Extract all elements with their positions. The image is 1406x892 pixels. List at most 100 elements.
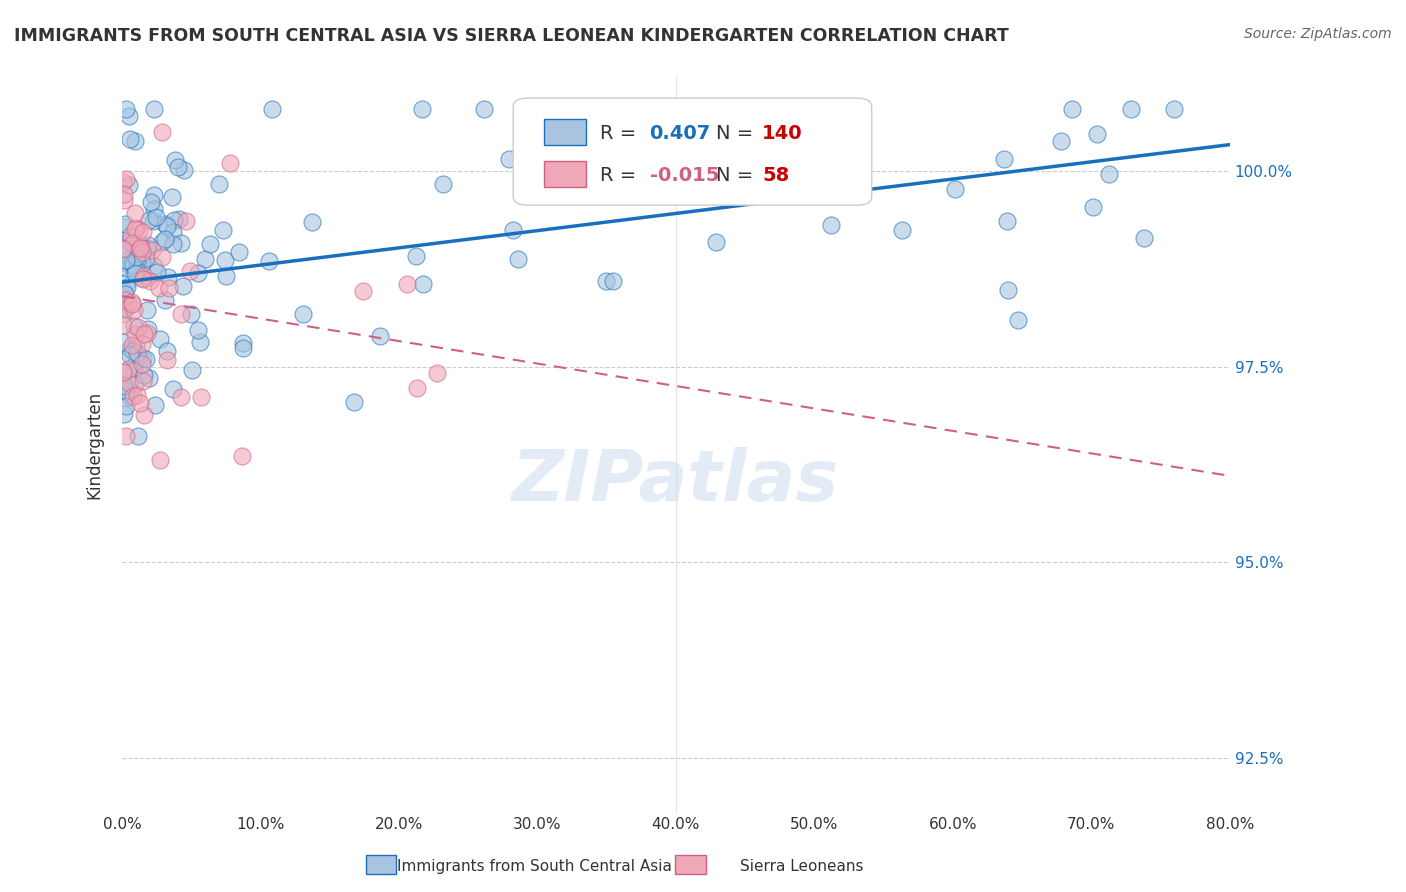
Point — [187, 266, 209, 280]
Point — [997, 283, 1019, 297]
Point — [127, 345, 149, 359]
Point — [121, 235, 143, 250]
Point — [112, 334, 135, 349]
Point — [111, 241, 134, 255]
Point — [162, 237, 184, 252]
Point — [118, 342, 141, 356]
Point — [148, 452, 170, 467]
Point — [153, 293, 176, 307]
Point — [122, 319, 145, 334]
Point — [142, 102, 165, 116]
Point — [118, 109, 141, 123]
Text: -0.015: -0.015 — [650, 166, 718, 186]
Point — [127, 429, 149, 443]
Point — [170, 390, 193, 404]
Text: 0.407: 0.407 — [650, 124, 711, 144]
Point — [1007, 313, 1029, 327]
Point — [156, 344, 179, 359]
Point — [142, 213, 165, 227]
Point — [343, 394, 366, 409]
Point — [127, 243, 149, 257]
Point — [134, 368, 156, 382]
Point — [115, 261, 138, 276]
Point — [820, 219, 842, 233]
Point — [131, 357, 153, 371]
Point — [121, 295, 143, 310]
Point — [114, 301, 136, 316]
Point — [498, 153, 520, 167]
Point — [212, 222, 235, 236]
Point — [127, 320, 149, 334]
Y-axis label: Kindergarten: Kindergarten — [86, 391, 103, 499]
Point — [218, 156, 240, 170]
Point — [136, 241, 159, 255]
Point — [139, 195, 162, 210]
Point — [162, 382, 184, 396]
Point — [117, 178, 139, 193]
Point — [993, 152, 1015, 166]
Point — [112, 284, 135, 298]
Point — [129, 241, 152, 255]
Point — [142, 187, 165, 202]
Point — [157, 281, 180, 295]
Text: IMMIGRANTS FROM SOUTH CENTRAL ASIA VS SIERRA LEONEAN KINDERGARTEN CORRELATION CH: IMMIGRANTS FROM SOUTH CENTRAL ASIA VS SI… — [14, 27, 1010, 45]
Point — [167, 212, 190, 227]
Point — [194, 252, 217, 266]
Point — [120, 229, 142, 244]
Point — [139, 274, 162, 288]
Text: N =: N = — [716, 166, 759, 186]
Point — [179, 264, 201, 278]
Point — [405, 249, 427, 263]
Point — [150, 250, 173, 264]
Point — [114, 286, 136, 301]
Point — [112, 407, 135, 421]
Point — [291, 307, 314, 321]
Point — [411, 102, 433, 116]
Point — [1119, 102, 1142, 116]
Point — [120, 390, 142, 404]
Point — [228, 244, 250, 259]
Text: Source: ZipAtlas.com: Source: ZipAtlas.com — [1244, 27, 1392, 41]
Point — [143, 259, 166, 273]
Point — [1083, 200, 1105, 214]
Point — [995, 213, 1018, 227]
Point — [704, 235, 727, 249]
Point — [432, 177, 454, 191]
Point — [115, 252, 138, 267]
Point — [506, 252, 529, 266]
Point — [112, 378, 135, 392]
Point — [112, 194, 135, 208]
Point — [124, 134, 146, 148]
Point — [395, 277, 418, 291]
Point — [131, 238, 153, 252]
Point — [156, 353, 179, 368]
Point — [232, 341, 254, 355]
Point — [122, 389, 145, 403]
Point — [595, 274, 617, 288]
Point — [117, 362, 139, 376]
Point — [169, 307, 191, 321]
Point — [1085, 127, 1108, 141]
Point — [111, 365, 134, 379]
Point — [368, 329, 391, 343]
Point — [143, 398, 166, 412]
Point — [118, 235, 141, 249]
Point — [163, 212, 186, 227]
Point — [114, 428, 136, 442]
Point — [125, 388, 148, 402]
Point — [124, 338, 146, 352]
Point — [412, 277, 434, 292]
Point — [117, 276, 139, 290]
Point — [122, 258, 145, 272]
Point — [112, 187, 135, 202]
Point — [136, 326, 159, 340]
Point — [472, 102, 495, 116]
Point — [231, 450, 253, 464]
Point — [111, 219, 134, 234]
Point — [426, 366, 449, 380]
Point — [124, 250, 146, 264]
Point — [112, 377, 135, 392]
Point — [112, 301, 135, 315]
Point — [117, 295, 139, 310]
Point — [180, 363, 202, 377]
